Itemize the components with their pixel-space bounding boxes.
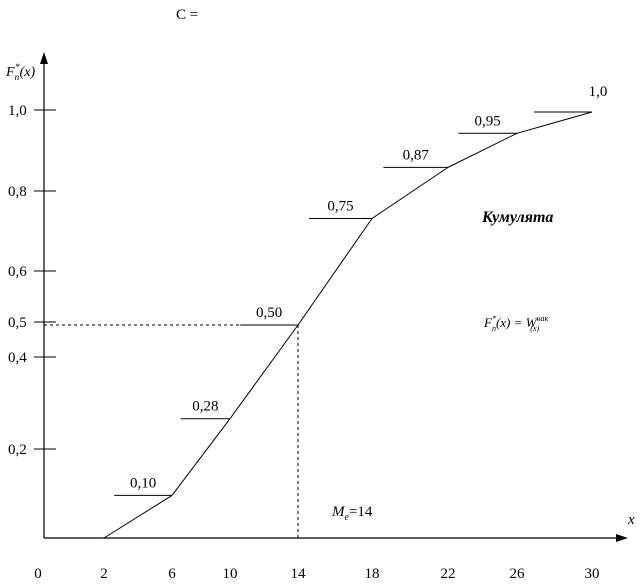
cumulate-segment <box>516 111 593 134</box>
point-label: 0,87 <box>403 147 430 163</box>
cumulate-segment <box>447 132 518 168</box>
x-tick-label: 10 <box>223 566 238 582</box>
cumulate-segment <box>297 218 373 326</box>
y-tick-label: 0,8 <box>8 184 27 200</box>
point-label: 1,0 <box>589 84 608 100</box>
y-tick-label: 1,0 <box>8 103 27 119</box>
y-tick-label: 0,6 <box>8 264 27 280</box>
x-tick-label: 14 <box>291 566 307 582</box>
y-axis-label: Fn*(x) <box>5 62 35 82</box>
median-label: Me=14 <box>331 504 373 523</box>
cumulate-segment <box>371 166 449 219</box>
x-tick-label: 26 <box>510 566 526 582</box>
y-tick-label: 0,2 <box>8 442 27 458</box>
x-tick-label: 30 <box>585 566 600 582</box>
point-label: 0,28 <box>192 399 218 415</box>
y-tick-label: 0,4 <box>8 350 27 366</box>
x-axis-label: x <box>627 512 635 528</box>
point-label: 0,75 <box>327 199 353 215</box>
point-label: 0,50 <box>256 305 282 321</box>
top-fragment: C = <box>176 7 198 23</box>
y-axis-arrow-icon <box>40 52 48 64</box>
y-tick-label: 0,5 <box>8 315 27 331</box>
cumulate-segment <box>171 418 231 496</box>
chart-title: Кумулята <box>481 209 553 226</box>
cumulate-segment <box>229 324 299 420</box>
cumulate-segment <box>103 494 173 539</box>
x-tick-label: 2 <box>100 566 108 582</box>
x-tick-label: 6 <box>168 566 176 582</box>
point-label: 0,10 <box>130 475 156 491</box>
x-tick-label: 18 <box>365 566 380 582</box>
x-tick-label: 0 <box>34 566 42 582</box>
point-label: 0,95 <box>475 113 501 129</box>
cumulative-formula: Fn*(x) = Wнак (x) <box>483 314 549 333</box>
x-axis-arrow-icon <box>616 534 628 542</box>
x-tick-label: 22 <box>441 566 456 582</box>
